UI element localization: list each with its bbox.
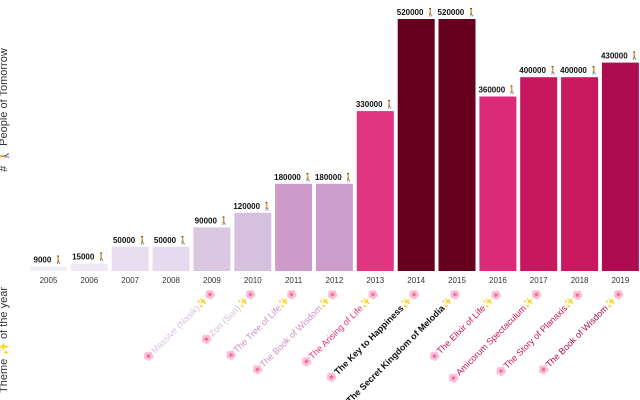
data-label: 90000 🚶 <box>195 215 229 225</box>
bar-2019 <box>601 62 639 271</box>
bar-2007 <box>111 246 149 271</box>
theme-label: 🌸The Story of Planaxis✨🌸 <box>493 287 585 379</box>
x-tick-label: 2012 <box>326 276 344 285</box>
bar-2010 <box>234 212 272 271</box>
data-label: 50000 🚶 <box>154 235 188 245</box>
data-label: 400000 🚶 <box>560 65 599 75</box>
theme-label: 🌸The Book of Wisdom✨🌸 <box>535 287 626 378</box>
x-tick-label: 2019 <box>612 276 630 285</box>
x-tick-label: 2017 <box>530 276 548 285</box>
x-tick-label: 2005 <box>40 276 58 285</box>
y-axis-label: # 🚶 People of Tomorrow <box>0 48 10 172</box>
x-tick-label: 2011 <box>285 276 303 285</box>
bar-2009 <box>193 227 231 271</box>
bar-2006 <box>70 263 108 271</box>
theme-axis-label: Theme ✨ of the year <box>0 287 10 393</box>
data-label: 330000 🚶 <box>356 99 395 109</box>
data-label: 15000 🚶 <box>72 252 106 262</box>
data-label: 9000 🚶 <box>34 255 64 265</box>
bar-2018 <box>561 77 599 271</box>
bar-2013 <box>356 111 394 271</box>
x-tick-label: 2009 <box>203 276 221 285</box>
data-label: 180000 🚶 <box>274 172 313 182</box>
bar-2017 <box>520 77 558 271</box>
x-tick-label: 2018 <box>571 276 589 285</box>
bar-2014 <box>397 19 435 271</box>
theme-labels: 🌸Massive (Nasik)✨🌸🌸Zon (Sun)✨🌸🌸The Tree … <box>141 287 626 400</box>
x-tick-labels: 2005 2006 2007 2008 2009 2010 2011 2012 2013 2014… <box>40 276 630 285</box>
theme-label: 🌸The Elixir of Life✨🌸 <box>426 287 503 364</box>
data-label: 50000 🚶 <box>113 235 147 245</box>
theme-label: 🌸The Arising of Life✨🌸 <box>298 287 380 369</box>
bar-2011 <box>275 183 313 271</box>
bar-2005 <box>30 266 67 271</box>
x-tick-label: 2013 <box>366 276 384 285</box>
data-label: 430000 🚶 <box>601 51 640 61</box>
x-tick-label: 2006 <box>80 276 98 285</box>
x-tick-label: 2007 <box>121 276 139 285</box>
theme-label: 🌸The Book of Wisdom✨🌸 <box>249 287 340 378</box>
data-label: 520000 🚶 <box>397 7 436 17</box>
theme-label: 🌸The Tree of Life✨🌸 <box>223 287 299 363</box>
x-tick-label: 2014 <box>407 276 425 285</box>
data-label: 400000 🚶 <box>519 65 558 75</box>
data-label: 120000 🚶 <box>233 201 272 211</box>
x-tick-label: 2008 <box>162 276 180 285</box>
data-label: 360000 🚶 <box>478 85 517 95</box>
data-labels: 9000 🚶 15000 🚶 50000 🚶 50000 🚶 90000 🚶 120000… <box>34 7 640 265</box>
x-tick-label: 2015 <box>448 276 466 285</box>
theme-label: 🌸Massive (Nasik)✨🌸 <box>141 287 218 364</box>
data-label: 520000 🚶 <box>438 7 477 17</box>
x-tick-label: 2010 <box>244 276 262 285</box>
bar-2012 <box>315 183 353 271</box>
data-label: 180000 🚶 <box>315 172 354 182</box>
x-tick-label: 2016 <box>489 276 507 285</box>
bar-2016 <box>479 96 517 271</box>
bar-2008 <box>152 246 190 271</box>
bars-group <box>30 19 639 271</box>
bar-2015 <box>438 19 476 271</box>
